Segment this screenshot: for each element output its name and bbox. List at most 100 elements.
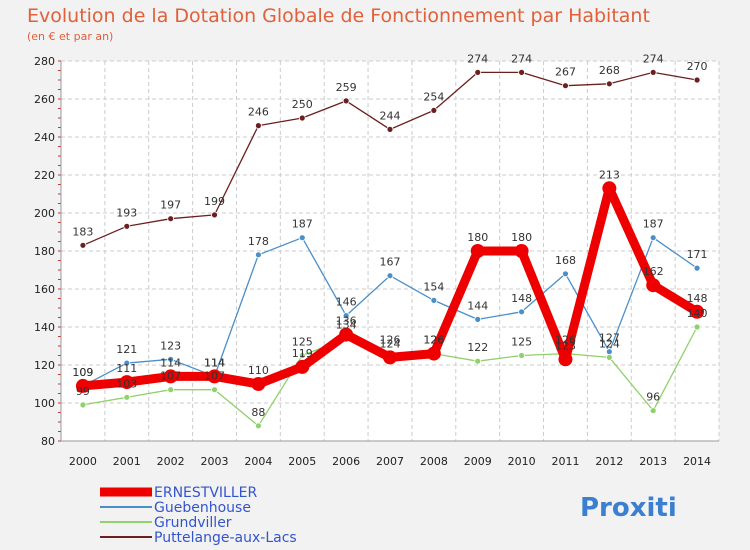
data-point — [430, 107, 438, 114]
data-point — [693, 264, 701, 272]
data-point — [386, 272, 394, 280]
data-label: 103 — [116, 377, 137, 390]
x-tick-label: 2000 — [69, 455, 97, 468]
data-label: 199 — [204, 195, 225, 208]
x-tick-label: 2012 — [595, 455, 623, 468]
data-label: 187 — [643, 218, 664, 231]
data-point — [430, 296, 438, 304]
data-label: 244 — [380, 109, 401, 122]
data-label: 124 — [599, 337, 620, 350]
data-label: 96 — [646, 391, 660, 404]
data-label: 183 — [72, 225, 93, 238]
y-tick-label: 220 — [34, 169, 55, 182]
x-tick-label: 2008 — [420, 455, 448, 468]
data-label: 146 — [336, 296, 357, 309]
data-label: 125 — [511, 336, 532, 349]
data-label: 270 — [687, 60, 708, 73]
data-label: 136 — [336, 315, 357, 328]
x-tick-label: 2014 — [683, 455, 711, 468]
data-label: 171 — [687, 248, 708, 261]
data-point — [474, 315, 482, 323]
data-point — [342, 97, 350, 105]
x-tick-label: 2004 — [244, 455, 272, 468]
x-tick-label: 2002 — [157, 455, 185, 468]
data-point — [518, 308, 525, 316]
data-point — [207, 369, 222, 384]
data-point — [470, 244, 485, 258]
data-point — [254, 251, 262, 259]
data-label: 274 — [467, 52, 488, 65]
data-label: 109 — [72, 366, 93, 379]
data-point — [298, 114, 306, 122]
proxiti-logo: Proxiti — [580, 493, 677, 523]
x-tick-label: 2005 — [288, 455, 316, 468]
data-point — [123, 393, 131, 401]
data-point — [339, 327, 354, 342]
y-tick-label: 200 — [34, 207, 55, 220]
y-tick-label: 120 — [34, 359, 55, 372]
data-label: 114 — [204, 356, 225, 369]
data-label: 126 — [380, 334, 401, 347]
data-label: 123 — [160, 339, 181, 352]
x-tick-label: 2010 — [508, 455, 536, 468]
data-point — [474, 357, 482, 365]
data-label: 126 — [555, 334, 576, 347]
data-label: 121 — [116, 343, 137, 356]
data-point — [383, 350, 397, 365]
data-label: 148 — [511, 292, 532, 305]
data-point — [123, 222, 131, 230]
data-point — [558, 352, 573, 367]
x-tick-label: 2001 — [113, 455, 141, 468]
data-point — [254, 422, 262, 430]
legend-label: Puttelange-aux-Lacs — [154, 530, 297, 546]
data-label: 125 — [292, 336, 313, 349]
data-label: 122 — [467, 341, 488, 354]
data-label: 140 — [687, 307, 708, 320]
data-label: 154 — [423, 280, 444, 293]
x-tick-label: 2007 — [376, 455, 404, 468]
data-label: 144 — [467, 299, 488, 312]
data-label: 114 — [160, 356, 181, 369]
data-point — [211, 386, 218, 394]
chart-title: Evolution de la Dotation Globale de Fonc… — [27, 5, 650, 27]
data-point — [562, 270, 569, 278]
data-label: 124 — [380, 337, 401, 350]
data-point — [693, 323, 701, 331]
axes: 80 100 120 140 160 180 200 220 240 260 280 2000 2001… — [34, 55, 719, 468]
data-label: 88 — [251, 406, 265, 419]
data-label: 107 — [160, 370, 181, 383]
data-point — [79, 401, 87, 409]
data-label: 114 — [204, 356, 225, 369]
data-label: 167 — [380, 256, 401, 269]
data-label: 268 — [599, 64, 620, 77]
y-tick-label: 140 — [34, 321, 55, 334]
data-label: 126 — [423, 334, 444, 347]
data-label: 119 — [292, 347, 313, 360]
data-label: 99 — [76, 385, 90, 398]
x-tick-label: 2011 — [551, 455, 579, 468]
x-tick-label: 2009 — [464, 455, 492, 468]
data-label: 107 — [204, 370, 225, 383]
data-label: 246 — [248, 106, 269, 119]
data-label: 134 — [336, 318, 357, 331]
data-label: 180 — [511, 231, 532, 244]
legend-label: ERNESTVILLER — [154, 485, 257, 501]
data-point — [167, 386, 175, 394]
data-label: 178 — [248, 235, 269, 248]
y-tick-label: 260 — [34, 93, 55, 106]
data-label: 126 — [423, 334, 444, 347]
data-label: 250 — [292, 98, 313, 111]
data-point — [602, 181, 617, 196]
data-point — [605, 80, 613, 88]
legend: ERNESTVILLERGuebenhouseGrundvillerPuttel… — [100, 485, 297, 546]
data-point — [254, 122, 262, 129]
data-point — [514, 244, 529, 258]
y-tick-label: 160 — [34, 283, 55, 296]
data-label: 254 — [423, 90, 444, 103]
data-point — [167, 355, 175, 363]
data-label: 267 — [555, 66, 576, 79]
data-label: 193 — [116, 206, 137, 219]
legend-label: Guebenhouse — [154, 500, 251, 516]
chart-subtitle: (en € et par an) — [27, 30, 113, 43]
